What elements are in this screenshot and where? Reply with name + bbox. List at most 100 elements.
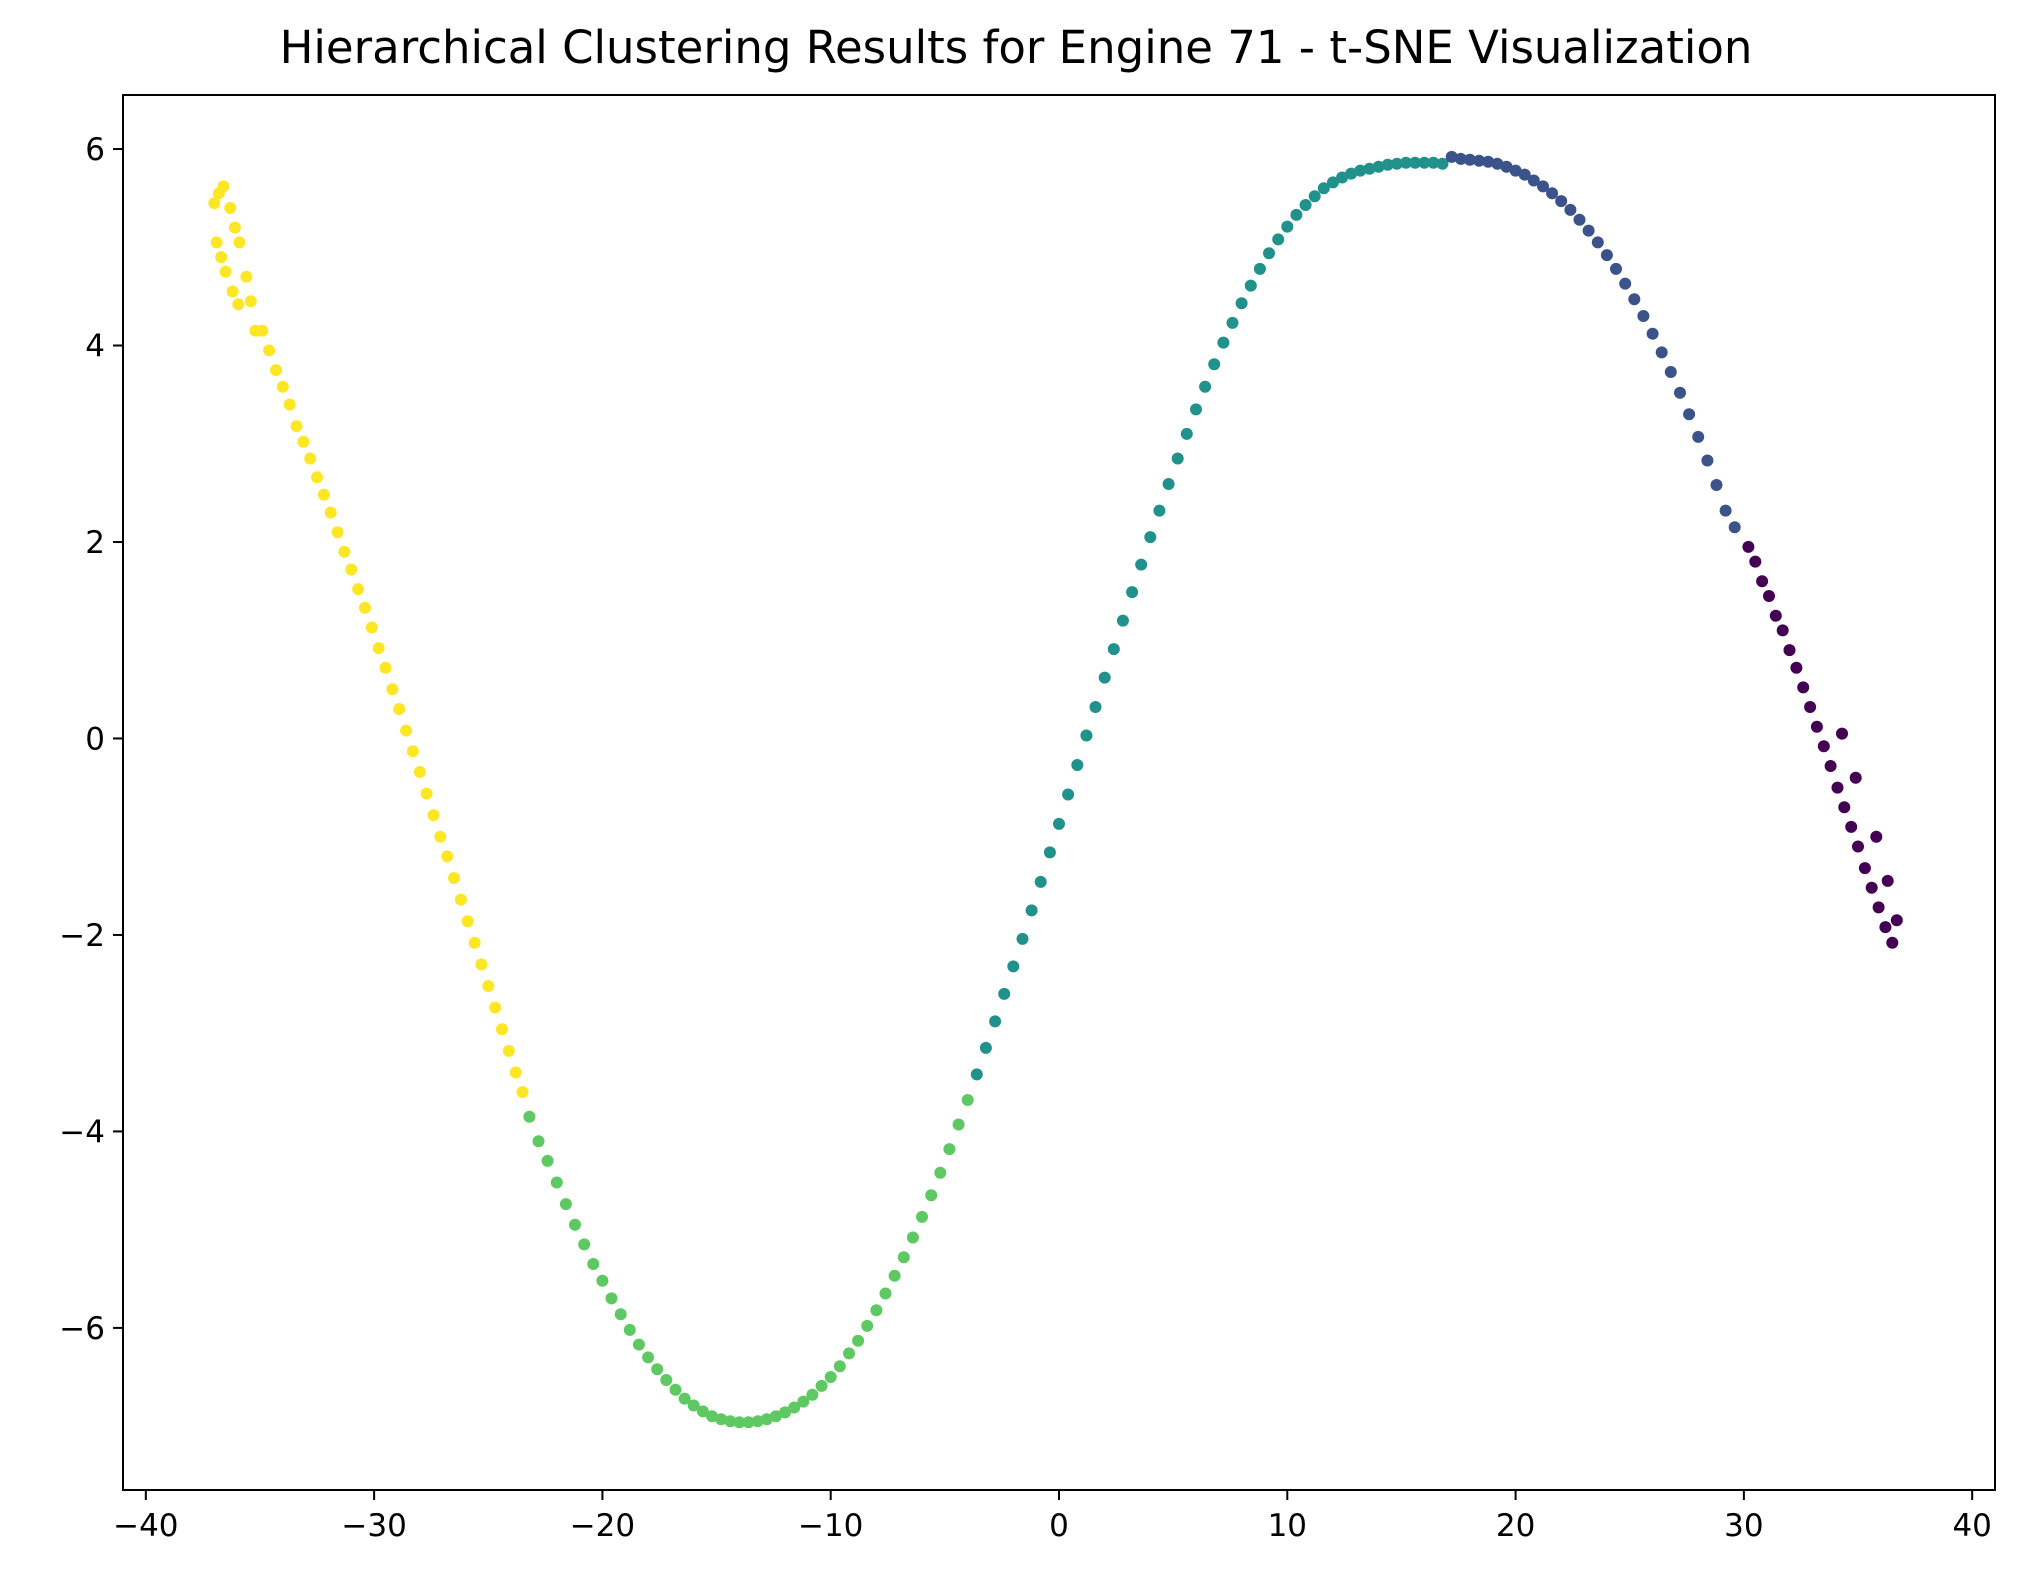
data-point [1783,644,1796,657]
data-point [1845,820,1858,833]
data-point [413,765,426,778]
data-point [496,1023,508,1036]
data-point [998,987,1011,1000]
data-point [1600,249,1613,262]
data-point [290,420,303,433]
data-point [1089,701,1102,713]
data-point [468,936,481,949]
data-point [651,1363,664,1376]
data-point [1646,327,1659,340]
data-point [516,1086,529,1099]
data-point [420,787,433,800]
data-point [263,344,276,357]
data-point [372,642,385,655]
data-point [1591,236,1604,249]
data-point [1107,643,1120,656]
data-point [1327,176,1339,189]
data-point [1790,661,1803,674]
data-point [1890,914,1903,927]
data-point [961,1094,974,1106]
data-point [233,236,246,249]
data-point [475,958,488,971]
data-point [1199,380,1212,393]
data-point [523,1110,536,1123]
x-tick-label: 30 [1724,1508,1763,1544]
x-tick-label: −40 [113,1508,178,1544]
data-point [1272,233,1285,246]
data-point [943,1143,956,1156]
data-point [1701,454,1714,467]
data-point [1546,187,1559,200]
data-point [1445,150,1458,163]
data-point [1007,960,1020,973]
data-point [1831,781,1844,794]
data-point [379,661,392,674]
data-point [742,1416,755,1429]
data-point [605,1292,618,1305]
data-point [1281,220,1294,233]
data-point [596,1274,609,1287]
data-point [1555,195,1568,208]
data-point [1208,358,1221,371]
data-point [219,265,232,278]
data-point [1769,609,1782,622]
data-point [1628,293,1641,306]
data-point [1180,427,1193,440]
data-point [970,1068,983,1081]
data-point [1427,156,1440,169]
data-point [270,364,282,377]
data-point [1728,521,1741,534]
data-point [1610,262,1622,275]
data-point [724,1415,737,1428]
data-point [1674,386,1686,399]
data-point [578,1238,591,1251]
data-point [1865,881,1878,894]
data-point [1034,875,1047,888]
data-point [331,526,344,539]
data-point [614,1308,627,1321]
data-point [1062,788,1075,801]
data-point [217,180,230,193]
data-point [1797,681,1810,694]
data-point [1564,203,1577,216]
data-point [427,809,440,822]
data-point [400,724,413,737]
data-point [1879,921,1892,934]
data-point [324,506,337,519]
data-point [788,1401,801,1414]
data-point [297,435,310,448]
x-tick-label: −20 [570,1508,635,1544]
data-point [824,1371,837,1383]
x-tick-label: 0 [1049,1508,1069,1544]
data-point [1336,171,1349,184]
data-point [1217,336,1230,349]
data-point [815,1379,828,1392]
data-point [979,1041,992,1054]
data-point [1135,558,1148,571]
data-point [338,545,351,558]
data-point [352,583,365,596]
data-point [1886,936,1899,949]
data-point [1317,182,1330,195]
data-point [1756,575,1769,588]
data-point [1043,846,1056,859]
data-point [852,1334,865,1347]
data-point [1664,366,1677,378]
data-point [502,1044,515,1057]
data-point [1742,540,1755,553]
data-point [989,1015,1002,1028]
data-point [244,295,257,308]
data-point [1253,262,1266,275]
data-point [283,398,296,411]
data-point [317,488,330,501]
data-point [1509,164,1522,177]
data-point [1817,740,1830,753]
data-point [441,850,454,863]
data-point [715,1413,728,1426]
plot-area [123,95,1995,1490]
data-point [1409,156,1422,169]
data-point [760,1413,773,1426]
data-point [210,236,223,249]
